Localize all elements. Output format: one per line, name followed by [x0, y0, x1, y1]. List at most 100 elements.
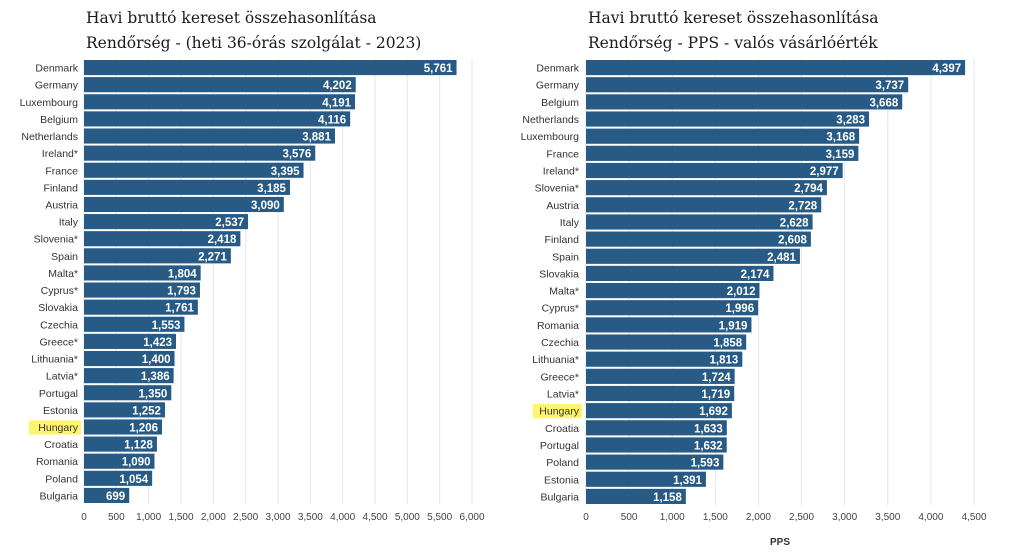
value-label: 1,919: [719, 320, 748, 332]
x-tick-label: 4,000: [918, 512, 943, 523]
category-label: Netherlands: [21, 131, 78, 143]
x-tick-label: 0: [81, 512, 87, 523]
x-tick-label: 6,000: [459, 512, 484, 523]
category-label: Finland: [545, 234, 580, 246]
bar: [586, 454, 724, 470]
category-label: Lithuania*: [31, 354, 78, 366]
value-label: 1,054: [119, 474, 148, 486]
bar: [84, 299, 198, 315]
x-tick-label: 3,000: [265, 512, 290, 523]
value-label: 1,350: [139, 388, 168, 400]
value-label: 1,761: [165, 303, 194, 315]
bar: [586, 145, 859, 161]
x-tick-label: 5,500: [427, 512, 452, 523]
value-label: 2,794: [794, 183, 823, 195]
category-label: Cyprus*: [542, 303, 579, 315]
category-label: Austria: [546, 200, 579, 212]
category-label: Belgium: [40, 114, 78, 126]
category-label: Greece*: [540, 371, 579, 383]
category-label: Estonia: [43, 405, 78, 417]
bar: [586, 197, 822, 213]
category-label: Bulgaria: [540, 491, 579, 503]
category-label: Slovakia: [539, 268, 579, 280]
category-label: Romania: [537, 320, 579, 332]
bar: [84, 94, 356, 110]
bar: [586, 351, 743, 367]
chart-subtitle: Rendőrség - PPS - valós vásárlóérték: [588, 34, 878, 52]
bar: [84, 179, 290, 195]
category-label: Ireland*: [543, 166, 579, 178]
value-label: 1,793: [167, 286, 196, 298]
value-label: 3,090: [251, 200, 280, 212]
bar: [586, 128, 860, 144]
value-label: 2,271: [198, 251, 227, 263]
x-tick-label: 4,500: [961, 512, 986, 523]
value-label: 2,174: [741, 269, 770, 281]
category-label: Hungary: [539, 406, 579, 418]
x-axis-label: PPS: [770, 537, 790, 548]
value-label: 3,881: [302, 132, 331, 144]
value-label: 2,628: [780, 217, 809, 229]
value-label: 1,400: [142, 354, 171, 366]
value-label: 1,692: [699, 406, 728, 418]
value-label: 1,252: [132, 405, 161, 417]
bar: [586, 403, 732, 419]
value-label: 1,996: [725, 303, 754, 315]
value-label: 2,977: [810, 166, 839, 178]
value-label: 1,386: [141, 371, 170, 383]
x-tick-label: 3,500: [298, 512, 323, 523]
value-label: 1,858: [713, 338, 742, 350]
x-tick-label: 1,000: [660, 512, 685, 523]
x-tick-label: 500: [621, 512, 638, 523]
value-label: 4,397: [932, 63, 961, 75]
bar: [84, 196, 284, 213]
x-tick-label: 500: [108, 512, 125, 523]
category-label: Estonia: [544, 474, 579, 486]
category-label: Finland: [44, 182, 79, 194]
chart-subtitle: Rendőrség - (heti 36-órás szolgálat - 20…: [86, 34, 422, 52]
category-label: Austria: [45, 199, 78, 211]
x-tick-label: 1,500: [703, 512, 728, 523]
category-label: Czechia: [40, 319, 78, 331]
category-label: Greece*: [39, 336, 78, 348]
value-label: 1,724: [702, 372, 731, 384]
x-tick-label: 2,000: [201, 512, 226, 523]
value-label: 4,116: [318, 114, 346, 126]
value-label: 1,813: [710, 355, 739, 367]
category-label: Portugal: [540, 440, 579, 452]
bar: [586, 385, 735, 402]
value-label: 1,128: [124, 440, 153, 452]
bar: [84, 487, 130, 503]
category-label: Italy: [59, 217, 79, 229]
bar: [84, 128, 335, 144]
value-label: 1,423: [143, 337, 172, 349]
bar: [586, 334, 747, 350]
category-label: Latvia*: [46, 371, 78, 383]
bar: [586, 231, 811, 247]
bar: [84, 316, 185, 332]
category-label: Denmark: [35, 63, 78, 75]
right-bar-chart: 0 500 1,000 1,500 2,000 2,500 3,000 3,500 4,000 4…: [521, 59, 987, 548]
category-label: Germany: [536, 80, 580, 92]
x-tick-label: 1,000: [136, 512, 161, 523]
x-tick-label: 2,500: [789, 512, 814, 523]
category-label: Slovenia*: [34, 234, 78, 246]
bar: [84, 282, 200, 298]
x-tick-label: 1,500: [168, 512, 193, 523]
x-tick-label: 5,000: [395, 512, 420, 523]
bar: [586, 488, 686, 504]
value-label: 1,719: [701, 389, 730, 401]
category-highlight: [533, 404, 582, 419]
category-label: Belgium: [541, 97, 579, 109]
category-label: Denmark: [536, 63, 579, 75]
bar: [586, 77, 909, 93]
category-label: Hungary: [38, 422, 78, 434]
value-label: 1,593: [691, 458, 720, 470]
bar: [586, 60, 966, 76]
right-chart: Havi bruttó kereset összehasonlítása Ren…: [512, 0, 1024, 557]
category-label: Malta*: [48, 268, 78, 280]
value-label: 2,418: [208, 234, 237, 246]
x-tick-label: 2,500: [233, 512, 258, 523]
bar: [586, 265, 774, 281]
value-label: 2,012: [727, 286, 756, 298]
